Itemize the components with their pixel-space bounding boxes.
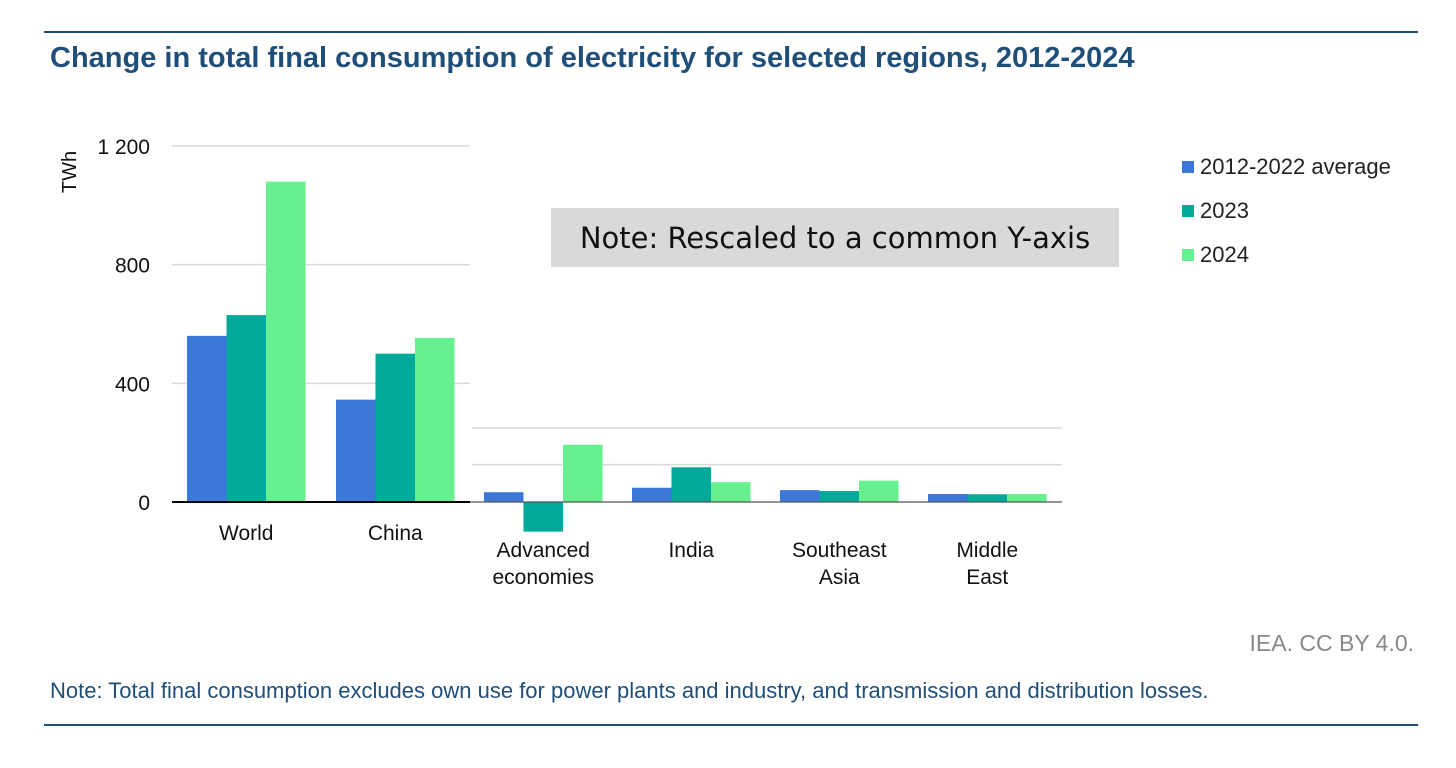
y-tick-label: 1 200 bbox=[97, 136, 150, 159]
x-category-label: Advanced bbox=[497, 539, 590, 562]
y-axis-label: TWh bbox=[59, 151, 81, 193]
bar bbox=[780, 490, 820, 502]
bar bbox=[711, 482, 751, 502]
bar bbox=[967, 494, 1007, 502]
legend-item-2023: 2023 bbox=[1182, 189, 1391, 233]
y-tick-label: 400 bbox=[115, 373, 150, 396]
legend-label: 2023 bbox=[1200, 198, 1249, 223]
bar bbox=[563, 444, 603, 502]
x-category-label: Asia bbox=[819, 566, 860, 589]
x-category-label: World bbox=[219, 522, 273, 545]
bar bbox=[484, 492, 524, 502]
bar bbox=[523, 502, 563, 532]
bar bbox=[266, 181, 306, 502]
bar bbox=[375, 353, 415, 502]
legend: 2012-2022 average 2023 2024 bbox=[1182, 145, 1391, 277]
bar bbox=[1007, 493, 1047, 502]
bar bbox=[671, 467, 711, 502]
bar bbox=[859, 480, 899, 502]
source-credit: IEA. CC BY 4.0. bbox=[1249, 630, 1414, 656]
chart-title: Change in total final consumption of ele… bbox=[50, 42, 1135, 74]
x-category-label: economies bbox=[492, 566, 594, 589]
legend-swatch bbox=[1182, 205, 1194, 217]
footnote: Note: Total final consumption excludes o… bbox=[50, 678, 1209, 703]
legend-item-avg: 2012-2022 average bbox=[1182, 145, 1391, 189]
x-category-label: East bbox=[966, 566, 1008, 589]
rescale-annotation: Note: Rescaled to a common Y-axis bbox=[551, 208, 1119, 267]
bar bbox=[187, 335, 227, 502]
bar bbox=[226, 315, 266, 502]
legend-label: 2012-2022 average bbox=[1200, 154, 1391, 179]
top-rule bbox=[44, 31, 1418, 33]
x-category-label: India bbox=[668, 539, 714, 562]
bottom-rule bbox=[44, 724, 1418, 726]
x-category-label: China bbox=[368, 522, 423, 545]
y-tick-label: 0 bbox=[138, 492, 150, 515]
legend-item-2024: 2024 bbox=[1182, 233, 1391, 277]
bar bbox=[819, 491, 859, 502]
legend-label: 2024 bbox=[1200, 242, 1249, 267]
y-tick-label: 800 bbox=[115, 255, 150, 278]
legend-swatch bbox=[1182, 249, 1194, 261]
bar bbox=[632, 487, 672, 502]
legend-swatch bbox=[1182, 161, 1194, 173]
x-category-label: Middle bbox=[956, 539, 1018, 562]
bar bbox=[928, 493, 968, 502]
bar bbox=[336, 399, 376, 502]
bar bbox=[415, 337, 455, 502]
x-category-label: Southeast bbox=[792, 539, 887, 562]
